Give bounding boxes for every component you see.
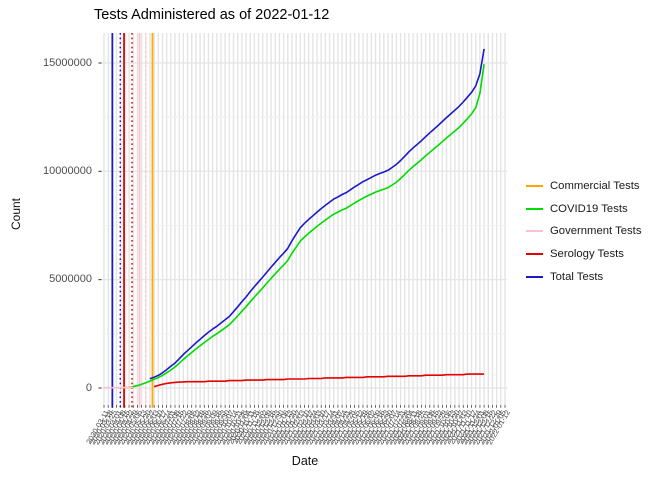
legend-label: Government Tests — [550, 225, 642, 238]
x-axis-title: Date — [291, 454, 319, 468]
series-line-covid19-tests — [128, 63, 485, 389]
y-axis-title: Count — [9, 197, 23, 231]
y-tick-label: 10000000 — [43, 164, 92, 177]
y-tick-label: 5000000 — [49, 273, 92, 286]
legend-item-government-tests: Government Tests — [526, 220, 641, 243]
legend-key-line — [526, 275, 543, 278]
legend-label: Serology Tests — [550, 248, 624, 261]
legend-item-total-tests: Total Tests — [526, 265, 641, 288]
legend-key-line — [526, 230, 543, 233]
legend-label: Total Tests — [550, 270, 604, 283]
legend-item-serology-tests: Serology Tests — [526, 243, 641, 266]
y-tick-label: 15000000 — [43, 56, 92, 69]
legend-key-line — [526, 185, 543, 188]
legend-item-covid19-tests: COVID19 Tests — [526, 198, 641, 221]
legend-item-commercial-tests: Commercial Tests — [526, 175, 641, 198]
legend-key-line — [526, 207, 543, 210]
chart-title: Tests Administered as of 2022-01-12 — [94, 7, 330, 23]
legend-key-line — [526, 253, 543, 256]
legend: Commercial Tests COVID19 Tests Government … — [526, 175, 641, 288]
legend-label: COVID19 Tests — [550, 202, 628, 215]
legend-label: Commercial Tests — [550, 180, 640, 193]
series-line-serology-tests — [153, 373, 485, 388]
series-line-total-tests — [149, 48, 485, 380]
y-tick-label: 0 — [85, 381, 92, 394]
